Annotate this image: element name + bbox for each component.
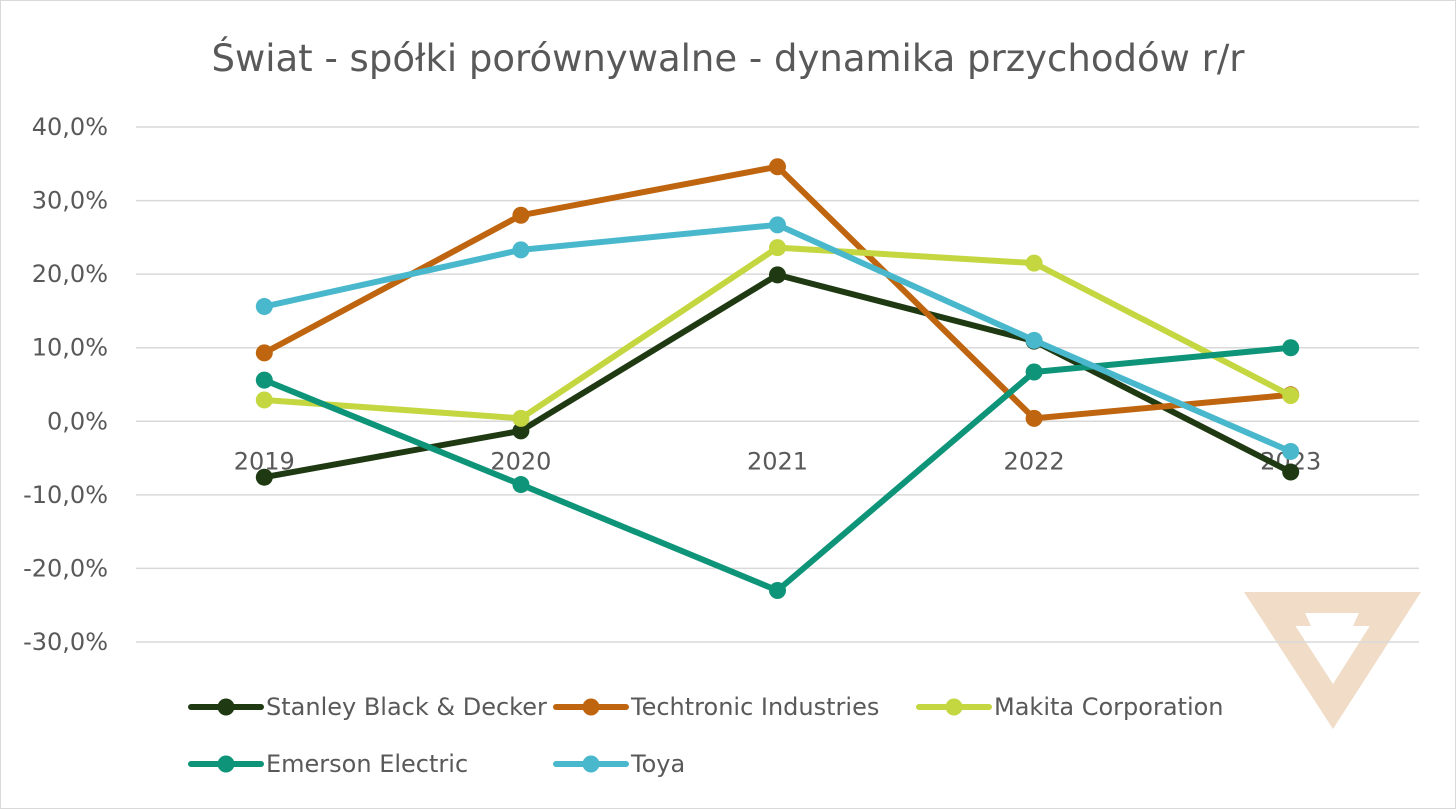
legend-label: Techtronic Industries bbox=[630, 693, 879, 721]
y-tick-label: 30,0% bbox=[32, 187, 108, 215]
data-point bbox=[1282, 339, 1300, 357]
data-point bbox=[255, 344, 273, 362]
legend-item: Emerson Electric bbox=[188, 750, 468, 778]
legend-item: Techtronic Industries bbox=[553, 693, 879, 721]
logo-bar bbox=[1353, 604, 1395, 626]
y-axis-ticks: 40,0% 30,0% 20,0% 10,0% 0,0% -10,0% -20,0% -30,… bbox=[23, 113, 108, 656]
logo-cutout bbox=[1287, 613, 1378, 684]
x-tick-label: 2021 bbox=[747, 447, 808, 475]
series-line bbox=[261, 221, 1294, 455]
series-group bbox=[255, 339, 1300, 599]
data-point bbox=[1282, 442, 1300, 460]
series-lines bbox=[255, 158, 1300, 599]
y-tick-label: -20,0% bbox=[23, 554, 108, 582]
legend-item: Stanley Black & Decker bbox=[188, 693, 547, 721]
data-point bbox=[255, 298, 273, 316]
data-point bbox=[1282, 387, 1300, 405]
chart-title: Świat - spółki porównywalne - dynamika p… bbox=[211, 36, 1245, 80]
legend-marker bbox=[945, 698, 963, 716]
legend-marker bbox=[582, 755, 600, 773]
logo-bar bbox=[1269, 604, 1311, 626]
series-group bbox=[255, 216, 1300, 460]
data-point bbox=[1025, 254, 1043, 272]
x-tick-label: 2020 bbox=[490, 447, 551, 475]
data-point bbox=[255, 391, 273, 409]
data-point bbox=[769, 582, 786, 599]
series-line bbox=[261, 163, 1294, 422]
legend-item: Makita Corporation bbox=[916, 693, 1224, 721]
legend-label: Makita Corporation bbox=[994, 693, 1224, 721]
data-point bbox=[512, 241, 530, 259]
legend-marker bbox=[217, 698, 235, 716]
legend-label: Emerson Electric bbox=[266, 750, 468, 778]
series-group bbox=[255, 239, 1300, 427]
legend-label: Toya bbox=[630, 750, 685, 778]
data-point bbox=[1282, 463, 1300, 481]
grid-lines bbox=[136, 126, 1419, 643]
data-point bbox=[1025, 331, 1043, 349]
y-tick-label: 40,0% bbox=[32, 113, 108, 141]
y-tick-label: 10,0% bbox=[32, 334, 108, 362]
y-tick-label: -30,0% bbox=[23, 628, 108, 656]
data-point bbox=[769, 239, 786, 257]
data-point bbox=[512, 422, 530, 440]
legend-marker bbox=[582, 698, 600, 716]
legend-label: Stanley Black & Decker bbox=[266, 693, 547, 721]
data-point bbox=[512, 409, 530, 427]
data-point bbox=[512, 476, 530, 494]
data-point bbox=[512, 206, 530, 224]
legend-item: Toya bbox=[553, 750, 685, 778]
legend-marker bbox=[217, 755, 235, 773]
data-point bbox=[769, 216, 786, 234]
x-tick-label: 2022 bbox=[1004, 447, 1065, 475]
y-tick-label: 20,0% bbox=[32, 260, 108, 288]
data-point bbox=[255, 468, 273, 486]
y-tick-label: 0,0% bbox=[47, 407, 108, 435]
y-tick-label: -10,0% bbox=[23, 481, 108, 509]
data-point bbox=[769, 158, 786, 176]
data-point bbox=[1025, 363, 1043, 381]
series-group bbox=[255, 266, 1300, 486]
logo-watermark bbox=[1244, 592, 1421, 729]
data-point bbox=[255, 371, 273, 389]
x-axis-ticks: 2019 2020 2021 2022 2023 bbox=[234, 447, 1321, 475]
legend: Stanley Black & Decker Techtronic Industr… bbox=[188, 693, 1224, 778]
data-point bbox=[769, 266, 786, 284]
data-point bbox=[1025, 409, 1043, 427]
